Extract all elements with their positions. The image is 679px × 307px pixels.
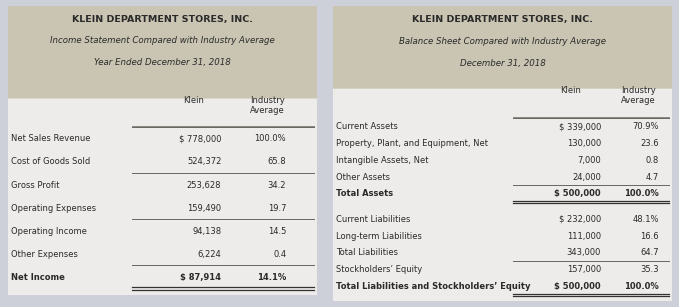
Text: 6,224: 6,224 <box>198 250 221 259</box>
Text: 24,000: 24,000 <box>572 173 601 181</box>
Text: Balance Sheet Compared with Industry Average: Balance Sheet Compared with Industry Ave… <box>399 37 606 46</box>
Text: Industry
Average: Industry Average <box>621 86 656 105</box>
Text: Property, Plant, and Equipment, Net: Property, Plant, and Equipment, Net <box>336 139 488 148</box>
Text: 157,000: 157,000 <box>567 265 601 274</box>
Text: 100.0%: 100.0% <box>624 282 659 291</box>
Text: 100.0%: 100.0% <box>255 134 286 143</box>
Text: Klein: Klein <box>560 86 581 95</box>
Text: Year Ended December 31, 2018: Year Ended December 31, 2018 <box>94 58 231 67</box>
Text: Cost of Goods Sold: Cost of Goods Sold <box>12 157 90 166</box>
Text: Gross Profit: Gross Profit <box>12 181 60 189</box>
Text: 111,000: 111,000 <box>567 231 601 240</box>
Text: $ 87,914: $ 87,914 <box>181 273 221 282</box>
Text: 0.4: 0.4 <box>273 250 286 259</box>
Text: KLEIN DEPARTMENT STORES, INC.: KLEIN DEPARTMENT STORES, INC. <box>72 15 253 24</box>
Text: 159,490: 159,490 <box>187 204 221 213</box>
Text: 34.2: 34.2 <box>268 181 286 189</box>
Text: Operating Income: Operating Income <box>12 227 87 236</box>
Text: Intangible Assets, Net: Intangible Assets, Net <box>336 156 428 165</box>
Text: Klein: Klein <box>183 95 204 105</box>
Text: Long-term Liabilities: Long-term Liabilities <box>336 231 422 240</box>
Text: Current Assets: Current Assets <box>336 122 398 131</box>
Text: 14.1%: 14.1% <box>257 273 286 282</box>
Text: Income Statement Compared with Industry Average: Income Statement Compared with Industry … <box>50 37 275 45</box>
Text: Total Liabilities and Stockholders’ Equity: Total Liabilities and Stockholders’ Equi… <box>336 282 530 291</box>
Text: KLEIN DEPARTMENT STORES, INC.: KLEIN DEPARTMENT STORES, INC. <box>412 15 593 24</box>
Text: Net Sales Revenue: Net Sales Revenue <box>12 134 91 143</box>
FancyBboxPatch shape <box>326 0 679 89</box>
Text: 0.8: 0.8 <box>645 156 659 165</box>
Text: Stockholders’ Equity: Stockholders’ Equity <box>336 265 422 274</box>
Text: 48.1%: 48.1% <box>632 215 659 224</box>
Text: $ 232,000: $ 232,000 <box>559 215 601 224</box>
Text: $ 339,000: $ 339,000 <box>559 122 601 131</box>
Text: Other Expenses: Other Expenses <box>12 250 78 259</box>
Text: Current Liabilities: Current Liabilities <box>336 215 411 224</box>
Text: Total Liabilities: Total Liabilities <box>336 248 398 257</box>
Text: 7,000: 7,000 <box>577 156 601 165</box>
Text: 100.0%: 100.0% <box>624 189 659 198</box>
Text: $ 778,000: $ 778,000 <box>179 134 221 143</box>
Text: 130,000: 130,000 <box>567 139 601 148</box>
Text: 65.8: 65.8 <box>268 157 286 166</box>
Text: 70.9%: 70.9% <box>632 122 659 131</box>
FancyBboxPatch shape <box>2 0 323 301</box>
Text: 14.5: 14.5 <box>268 227 286 236</box>
Text: Other Assets: Other Assets <box>336 173 390 181</box>
Text: $ 500,000: $ 500,000 <box>554 282 601 291</box>
Text: Industry
Average: Industry Average <box>251 95 285 115</box>
Text: 16.6: 16.6 <box>640 231 659 240</box>
FancyBboxPatch shape <box>2 0 323 99</box>
Text: 35.3: 35.3 <box>640 265 659 274</box>
Text: Net Income: Net Income <box>12 273 65 282</box>
Text: 94,138: 94,138 <box>192 227 221 236</box>
Text: December 31, 2018: December 31, 2018 <box>460 59 545 68</box>
Text: 64.7: 64.7 <box>640 248 659 257</box>
FancyBboxPatch shape <box>326 0 679 307</box>
Text: 23.6: 23.6 <box>640 139 659 148</box>
Text: 19.7: 19.7 <box>268 204 286 213</box>
Text: 253,628: 253,628 <box>187 181 221 189</box>
Text: 4.7: 4.7 <box>645 173 659 181</box>
Text: Operating Expenses: Operating Expenses <box>12 204 96 213</box>
Text: 524,372: 524,372 <box>187 157 221 166</box>
Text: Total Assets: Total Assets <box>336 189 393 198</box>
Text: 343,000: 343,000 <box>566 248 601 257</box>
Text: $ 500,000: $ 500,000 <box>554 189 601 198</box>
